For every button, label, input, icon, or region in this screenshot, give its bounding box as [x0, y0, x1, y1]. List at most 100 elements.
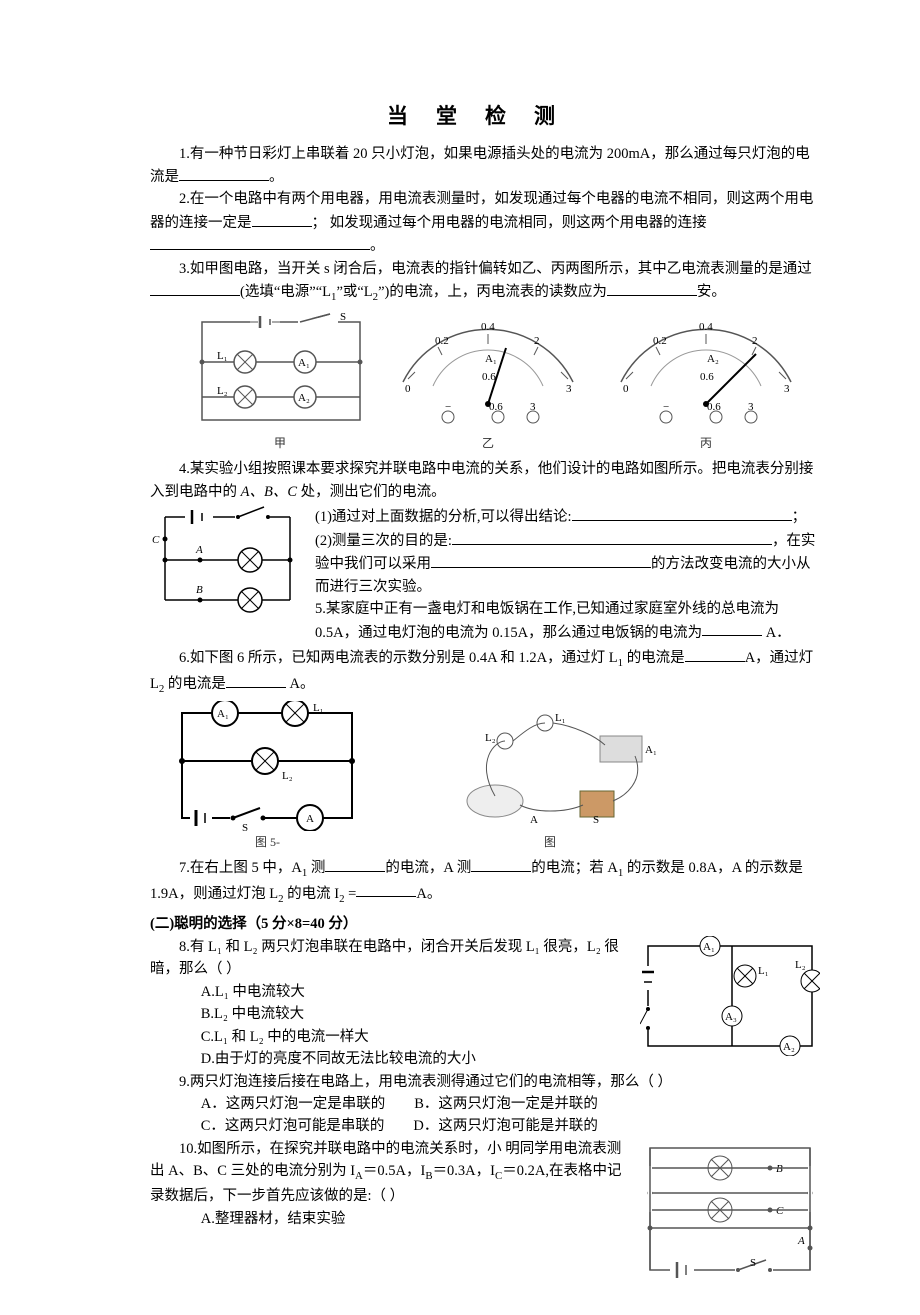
svg-text:0.4: 0.4 [699, 321, 713, 333]
svg-text:L₂: L₂ [795, 959, 806, 971]
fig5: A₁ L₁ L₂ S A 图 5- [170, 701, 365, 852]
q6-a: 6.如下图 6 所示，已知两电流表的示数分别是 0.4A 和 1.2A，通过灯 … [179, 650, 618, 666]
svg-text:A₃: A₃ [725, 1011, 737, 1023]
q7-blank1 [325, 856, 385, 872]
svg-text:0.6: 0.6 [700, 371, 714, 383]
svg-text:0: 0 [623, 383, 629, 395]
svg-text:A: A [530, 814, 538, 826]
q8-B: B.L₂ 中电流较大 [201, 1003, 630, 1025]
q10-b2: ＝0.3A，I [433, 1163, 495, 1179]
q7-b: 测 [307, 860, 325, 876]
q1-blank [179, 165, 269, 181]
svg-text:B: B [196, 584, 203, 596]
q4-wrap: C A B (1)通过对上面数据的分析,可以得出结论:； (2)测量三次的目的是… [150, 505, 820, 644]
page: 当堂检测 1.有一种节日彩灯上串联着 20 只小灯泡，如果电源插头处的电流为 2… [0, 0, 920, 1315]
q4-em: A、B、C [241, 484, 297, 500]
svg-text:A: A [306, 813, 314, 825]
q2-b: ； 如发现通过每个用电器的电流相同，则这两个用电器的连接 [312, 215, 707, 231]
q3-label-a: 甲 [274, 434, 286, 453]
q7-c: 的电流，A 测 [385, 860, 471, 876]
q3-circuit: S L₁ A₁ L₂ [190, 312, 370, 453]
q8-C: C.L₁ 和 L₂ 中的电流一样大 [201, 1026, 630, 1048]
q3: 3.如甲图电路，当开关 s 闭合后，电流表的指针偏转如乙、丙两图所示，其中乙电流… [150, 258, 820, 306]
svg-text:C: C [776, 1205, 784, 1217]
q4-s2-blank1 [452, 529, 772, 545]
q8-D: D.由于灯的亮度不同故无法比较电流的大小 [201, 1048, 630, 1070]
q10-circuit: B C A [640, 1138, 820, 1285]
q7-f: 的电流 I [284, 885, 340, 901]
q2-c: 。 [370, 238, 385, 254]
svg-text:S: S [750, 1257, 756, 1269]
q7-a: 7.在右上图 5 中，A [179, 860, 302, 876]
q10: 10.如图所示，在探究并联电路中的电流关系时，小 明同学用电流表测出 A、B、C… [150, 1138, 630, 1208]
q5: 5.某家庭中正有一盏电灯和电饭锅在工作,已知通过家庭室外线的总电流为 0.5A，… [315, 598, 820, 644]
q1-tail: 。 [269, 169, 284, 185]
q7-d: 的电流；若 A [531, 860, 618, 876]
svg-text:A₁: A₁ [298, 357, 310, 369]
svg-text:L₁: L₁ [217, 350, 228, 362]
q3-2c: ”)的电流，上，丙电流表的读数应为 [378, 284, 607, 300]
q3-2b: ”或“L [336, 284, 372, 300]
q6-blank2 [226, 672, 286, 688]
q3-label-c: 丙 [700, 434, 712, 453]
q1: 1.有一种节日彩灯上串联着 20 只小灯泡，如果电源插头处的电流为 200mA，… [150, 143, 820, 189]
svg-text:0.6: 0.6 [489, 401, 503, 413]
q10-a2: ＝0.5A，I [363, 1163, 425, 1179]
q6-b: 的电流是 [623, 650, 685, 666]
q10-wrap: 10.如图所示，在探究并联电路中的电流关系时，小 明同学用电流表测出 A、B、C… [150, 1138, 820, 1285]
svg-text:0.6: 0.6 [707, 401, 721, 413]
q5-blank [702, 621, 762, 637]
svg-text:3: 3 [566, 383, 572, 395]
q3-label-b: 乙 [482, 434, 494, 453]
svg-text:L₁: L₁ [313, 702, 324, 714]
svg-text:0: 0 [405, 383, 411, 395]
q3-1: 3.如甲图电路，当开关 s 闭合后，电流表的指针偏转如乙、丙两图所示，其中乙电流… [179, 261, 812, 277]
svg-text:A₁: A₁ [645, 744, 657, 756]
svg-text:S: S [340, 312, 346, 323]
q2-blank2 [150, 234, 370, 250]
q7-g: = [345, 885, 357, 901]
q2: 2.在一个电路中有两个用电器，用电流表测量时，如发现通过每个电器的电流不相同，则… [150, 188, 820, 257]
q3-meter-c: 0 0.2 0.4 3 2 A₂ 0.6 − 0.6 3 丙 [606, 312, 806, 453]
q3-2: (选填“电源”“L [240, 284, 331, 300]
svg-text:3: 3 [530, 401, 536, 413]
q6: 6.如下图 6 所示，已知两电流表的示数分别是 0.4A 和 1.2A，通过灯 … [150, 646, 820, 697]
q4-s2a: (2)测量三次的目的是: [315, 533, 452, 549]
svg-text:2: 2 [534, 335, 540, 347]
q9-C: C．这两只灯泡可能是串联的 [201, 1118, 385, 1134]
svg-text:A₁: A₁ [703, 941, 715, 953]
q8-A: A.L₁ 中电流较大 [201, 981, 630, 1003]
svg-text:0.2: 0.2 [653, 335, 667, 347]
q5-tail: A． [762, 624, 791, 640]
svg-text:3: 3 [748, 401, 754, 413]
fig6-caption: 图 [544, 833, 556, 852]
svg-text:A: A [195, 544, 203, 556]
q6-d: 的电流是 [164, 676, 226, 692]
q8-wrap: 8.有 L₁ 和 L₂ 两只灯泡串联在电路中，闭合开关后发现 L₁ 很亮，L₂ … [150, 936, 820, 1071]
svg-text:3: 3 [784, 383, 790, 395]
svg-text:L₂: L₂ [485, 732, 496, 744]
q7-blank3 [356, 882, 416, 898]
q8-options: A.L₁ 中电流较大 B.L₂ 中电流较大 C.L₁ 和 L₂ 中的电流一样大 … [201, 981, 630, 1071]
svg-text:L₁: L₁ [555, 712, 566, 724]
q4-s2-blank2 [431, 552, 651, 568]
q6-q7-figs: A₁ L₁ L₂ S A 图 5- [170, 701, 820, 852]
q9-D: D．这两只灯泡可能是并联的 [413, 1118, 597, 1134]
svg-text:S: S [593, 814, 599, 826]
q8: 8.有 L₁ 和 L₂ 两只灯泡串联在电路中，闭合开关后发现 L₁ 很亮，L₂ … [150, 936, 630, 981]
svg-text:0.6: 0.6 [482, 371, 496, 383]
q10-options: A.整理器材，结束实验 [201, 1208, 630, 1230]
q4-s1-blank [572, 505, 792, 521]
svg-text:−: − [663, 401, 669, 413]
svg-text:A₂: A₂ [707, 353, 719, 365]
svg-text:0.4: 0.4 [481, 321, 495, 333]
svg-text:L₂: L₂ [217, 385, 228, 397]
svg-text:2: 2 [752, 335, 758, 347]
q3-3: 安。 [697, 284, 726, 300]
q7-h: A。 [416, 885, 441, 901]
q6-e: A。 [286, 676, 315, 692]
section2-head: (二)聪明的选择（5 分×8=40 分） [150, 913, 820, 935]
q4-s1a: (1)通过对上面数据的分析,可以得出结论: [315, 509, 572, 525]
svg-text:L₂: L₂ [282, 770, 293, 782]
q7: 7.在右上图 5 中，A1 测的电流，A 测的电流；若 A1 的示数是 0.8A… [150, 856, 820, 907]
